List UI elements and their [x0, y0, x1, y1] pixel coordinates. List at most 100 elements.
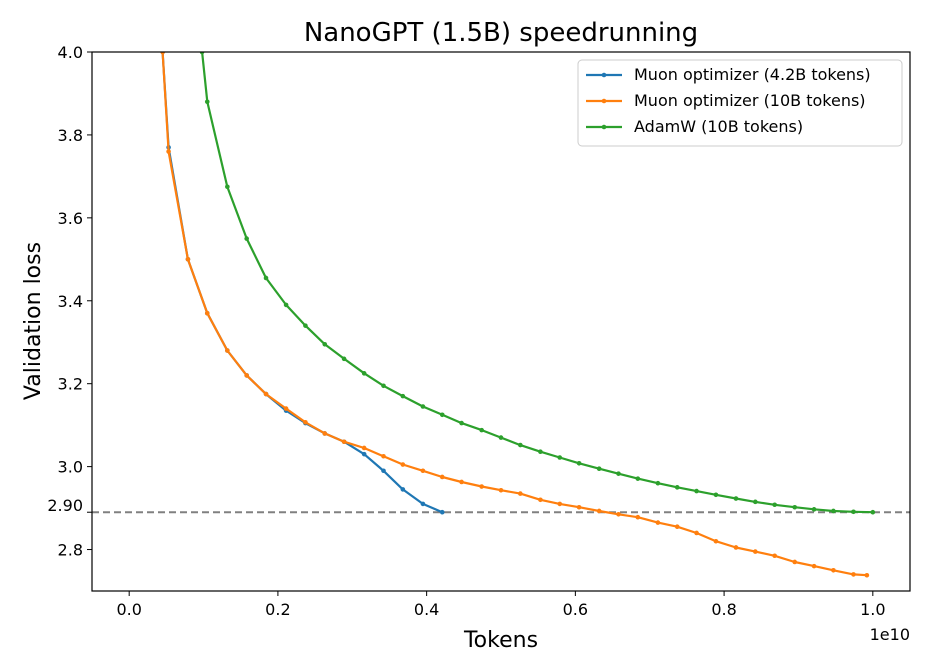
legend-swatch-marker [601, 72, 607, 78]
y-tick-label: 3.6 [58, 209, 83, 228]
data-point [361, 451, 367, 457]
data-point [283, 406, 289, 411]
data-point [694, 488, 699, 494]
data-point [557, 455, 563, 460]
x-tick-label: 0.0 [116, 600, 141, 619]
legend: Muon optimizer (4.2B tokens) Muon optimiz… [577, 59, 903, 147]
data-point [185, 257, 191, 262]
data-point [459, 479, 464, 485]
data-point [753, 499, 758, 505]
data-point [635, 476, 641, 481]
data-point [538, 449, 543, 454]
data-point [303, 323, 308, 328]
y-tick-label: 3.2 [58, 375, 83, 394]
data-point [322, 342, 328, 347]
x-axis-offset-label: 1e10 [870, 625, 910, 644]
x-tick-label: 1.0 [860, 600, 885, 619]
data-point [479, 427, 484, 433]
legend-label: Muon optimizer (10B tokens) [634, 91, 866, 110]
data-point [851, 509, 856, 515]
chart-title: NanoGPT (1.5B) speedrunning [304, 18, 698, 48]
data-point [518, 442, 523, 448]
data-point [361, 445, 367, 451]
series-line-0 [161, 52, 443, 514]
data-point [479, 484, 484, 489]
data-point [381, 453, 386, 459]
data-point [792, 504, 798, 510]
data-point [244, 373, 249, 378]
x-axis-label: Tokens [463, 628, 538, 653]
data-point [204, 310, 210, 316]
legend-swatch-marker [601, 98, 607, 104]
data-point [733, 545, 739, 550]
data-point [459, 420, 464, 426]
legend-box [577, 59, 903, 147]
data-point [831, 567, 836, 573]
data-point [596, 508, 602, 514]
data-point [655, 520, 661, 525]
data-point [439, 412, 445, 418]
data-point [753, 549, 758, 554]
data-point [400, 393, 406, 399]
data-point [420, 468, 426, 474]
data-point [733, 496, 739, 501]
data-point [538, 497, 543, 503]
data-point [864, 572, 870, 578]
y-tick-label: 2.8 [58, 541, 83, 560]
data-point [557, 501, 563, 507]
data-point [772, 502, 777, 508]
data-point [420, 501, 426, 507]
data-point [225, 348, 230, 353]
data-point [851, 572, 856, 577]
data-point [439, 474, 445, 480]
data-point [303, 419, 308, 425]
data-point [400, 487, 406, 492]
data-point [518, 491, 523, 496]
data-point [498, 487, 504, 493]
data-point [792, 559, 798, 565]
data-point [263, 275, 269, 281]
y-tick-label: 3.8 [58, 126, 83, 145]
x-tick-label: 0.4 [414, 600, 439, 619]
legend-swatch-marker [601, 124, 607, 130]
x-tick-label: 0.6 [563, 600, 588, 619]
data-point [341, 356, 347, 362]
data-point [244, 236, 249, 241]
y-axis-ticks: 2.8 3.0 3.2 3.4 3.6 3.8 4.0 2.90 [47, 43, 92, 560]
data-point [713, 492, 719, 498]
data-point [694, 530, 699, 536]
data-point [811, 507, 817, 512]
data-point [772, 553, 777, 559]
x-tick-label: 0.8 [711, 600, 736, 619]
data-point [596, 466, 602, 471]
x-tick-label: 0.2 [265, 600, 290, 619]
plot-marks [92, 52, 910, 578]
axes-frame [91, 51, 911, 592]
x-axis-ticks: 0.0 0.2 0.4 0.6 0.8 1.0 [116, 591, 886, 619]
data-point [576, 460, 582, 466]
y-axis-label: Validation loss [21, 242, 46, 400]
data-point [674, 524, 680, 530]
data-point [870, 509, 876, 515]
plot-area [92, 52, 910, 578]
y-tick-label: 3.4 [58, 292, 83, 311]
data-point [400, 462, 406, 467]
data-point [655, 480, 661, 486]
data-point [225, 184, 230, 190]
data-point [381, 468, 386, 474]
reference-tick-label: 2.90 [47, 496, 83, 515]
data-point [576, 504, 582, 510]
data-point [616, 471, 621, 476]
data-point [204, 99, 210, 105]
legend-label: AdamW (10B tokens) [634, 117, 803, 136]
data-point [635, 514, 641, 520]
data-point [811, 563, 817, 569]
data-point [616, 511, 621, 517]
y-tick-label: 3.0 [58, 458, 83, 477]
data-point [166, 149, 171, 154]
legend-label: Muon optimizer (4.2B tokens) [634, 65, 871, 84]
data-point [498, 435, 504, 440]
data-point [361, 371, 367, 376]
data-point [283, 302, 289, 308]
